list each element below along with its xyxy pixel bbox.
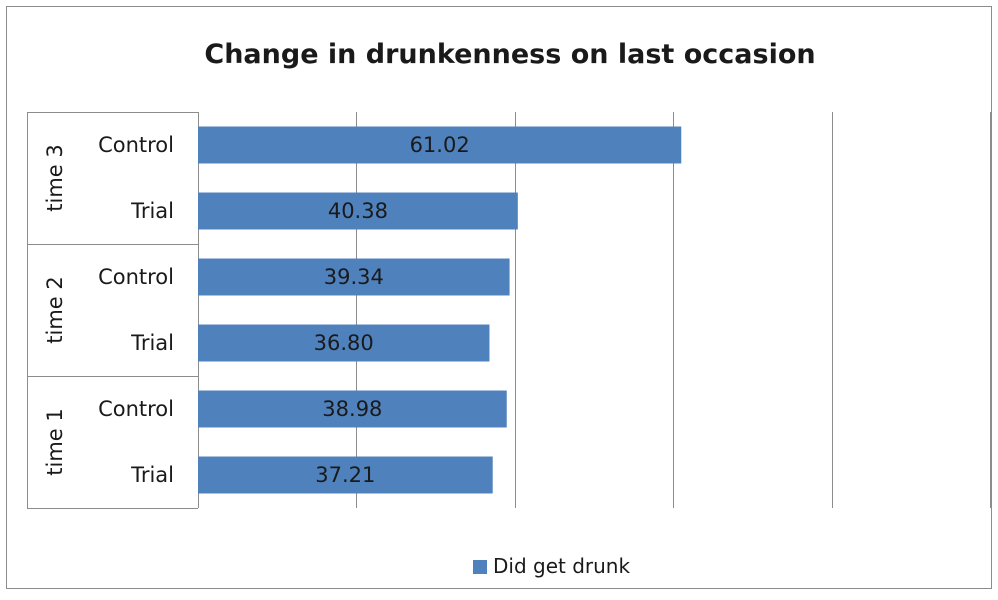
category-label: Control <box>98 133 174 157</box>
bar-value-label: 37.21 <box>315 463 375 487</box>
category-label: Trial <box>130 199 174 223</box>
bar <box>198 456 493 494</box>
group-label: time 3 <box>43 144 67 211</box>
bar <box>198 324 490 362</box>
legend-swatch <box>473 560 487 574</box>
bar <box>198 258 510 296</box>
chart-title: Change in drunkenness on last occasion <box>204 39 815 70</box>
group-labels: time 3 time 2 time 1 <box>43 144 67 475</box>
bars: 61.02 40.38 39.34 36.80 38.98 37.21 <box>198 126 682 494</box>
bar <box>198 390 507 428</box>
bar-value-label: 39.34 <box>324 265 384 289</box>
bar-value-label: 40.38 <box>328 199 388 223</box>
bar-value-label: 38.98 <box>322 397 382 421</box>
group-label: time 1 <box>43 408 67 475</box>
category-labels: Control Trial Control Trial Control Trial <box>98 133 174 487</box>
category-label: Trial <box>130 463 174 487</box>
group-label: time 2 <box>43 276 67 343</box>
axis-lines <box>27 112 199 509</box>
category-label: Control <box>98 397 174 421</box>
bar-value-label: 61.02 <box>410 133 470 157</box>
bar <box>198 192 518 230</box>
category-label: Trial <box>130 331 174 355</box>
chart-area-border <box>6 6 992 589</box>
legend-label: Did get drunk <box>493 554 630 578</box>
bar <box>198 126 682 164</box>
bar-value-label: 36.80 <box>314 331 374 355</box>
category-label: Control <box>98 265 174 289</box>
legend: Did get drunk <box>473 554 630 578</box>
gridlines <box>356 112 991 508</box>
